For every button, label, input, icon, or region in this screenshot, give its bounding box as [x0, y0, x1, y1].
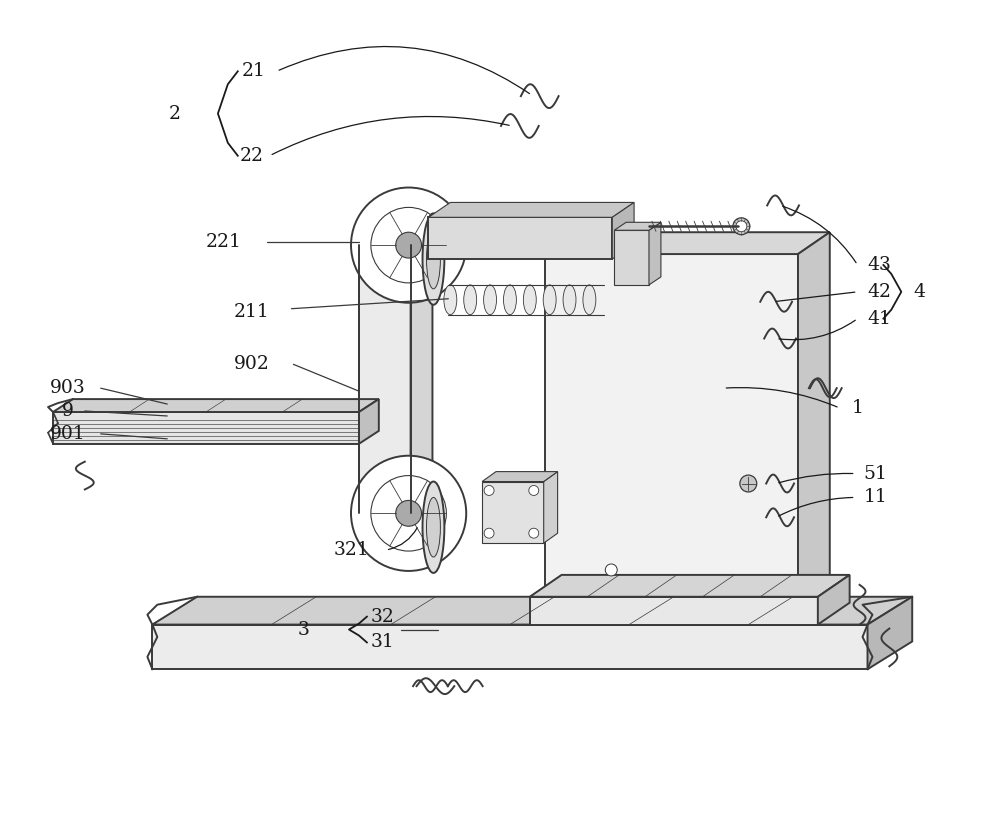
Bar — [359, 232, 411, 540]
Text: 902: 902 — [234, 355, 270, 373]
Bar — [614, 230, 649, 285]
Text: 22: 22 — [240, 147, 264, 164]
Text: 211: 211 — [234, 302, 270, 320]
Polygon shape — [798, 232, 830, 596]
Polygon shape — [545, 232, 830, 254]
Circle shape — [351, 456, 466, 571]
Bar — [428, 217, 612, 259]
Circle shape — [396, 232, 422, 258]
Text: 321: 321 — [333, 541, 369, 559]
Circle shape — [484, 486, 494, 496]
Polygon shape — [53, 399, 379, 412]
Text: 221: 221 — [206, 233, 242, 251]
Polygon shape — [649, 222, 661, 285]
Polygon shape — [544, 472, 558, 544]
Polygon shape — [152, 596, 912, 624]
Ellipse shape — [543, 285, 556, 315]
Circle shape — [371, 207, 446, 282]
Text: 1: 1 — [852, 399, 864, 417]
Polygon shape — [152, 624, 868, 669]
Circle shape — [529, 528, 539, 539]
Polygon shape — [359, 399, 379, 444]
Text: 903: 903 — [50, 379, 86, 397]
Text: 3: 3 — [297, 620, 309, 638]
Ellipse shape — [423, 213, 444, 305]
Circle shape — [606, 564, 617, 576]
Ellipse shape — [426, 497, 440, 557]
Circle shape — [733, 218, 750, 235]
Bar — [482, 482, 544, 544]
Circle shape — [396, 501, 422, 526]
Ellipse shape — [503, 285, 516, 315]
Text: 31: 31 — [371, 634, 395, 652]
Bar — [530, 596, 818, 624]
Polygon shape — [868, 596, 912, 669]
Ellipse shape — [563, 285, 576, 315]
Text: 901: 901 — [50, 425, 86, 443]
Ellipse shape — [464, 285, 477, 315]
Polygon shape — [411, 216, 432, 540]
Ellipse shape — [523, 285, 536, 315]
Text: 4: 4 — [913, 282, 925, 301]
Text: 41: 41 — [867, 310, 891, 328]
Ellipse shape — [444, 285, 457, 315]
Polygon shape — [359, 216, 432, 232]
Text: 2: 2 — [168, 105, 180, 122]
Circle shape — [605, 564, 617, 576]
Ellipse shape — [426, 230, 440, 289]
Circle shape — [529, 486, 539, 496]
Circle shape — [371, 476, 446, 551]
Text: 11: 11 — [864, 488, 887, 506]
Text: 42: 42 — [867, 282, 891, 301]
Text: 43: 43 — [867, 256, 891, 274]
Text: 9: 9 — [62, 402, 74, 420]
Ellipse shape — [423, 482, 444, 573]
Polygon shape — [482, 472, 558, 482]
Ellipse shape — [583, 285, 596, 315]
Text: 32: 32 — [371, 608, 395, 625]
Circle shape — [351, 188, 466, 303]
Ellipse shape — [484, 285, 497, 315]
Polygon shape — [614, 222, 661, 230]
Text: 21: 21 — [242, 62, 266, 80]
Polygon shape — [612, 202, 634, 259]
Circle shape — [740, 475, 757, 492]
Bar — [545, 254, 798, 596]
Polygon shape — [428, 202, 634, 217]
Circle shape — [736, 221, 747, 232]
Circle shape — [484, 528, 494, 539]
Polygon shape — [53, 412, 359, 444]
Polygon shape — [530, 575, 850, 596]
Text: 51: 51 — [864, 464, 887, 482]
Polygon shape — [818, 575, 850, 624]
